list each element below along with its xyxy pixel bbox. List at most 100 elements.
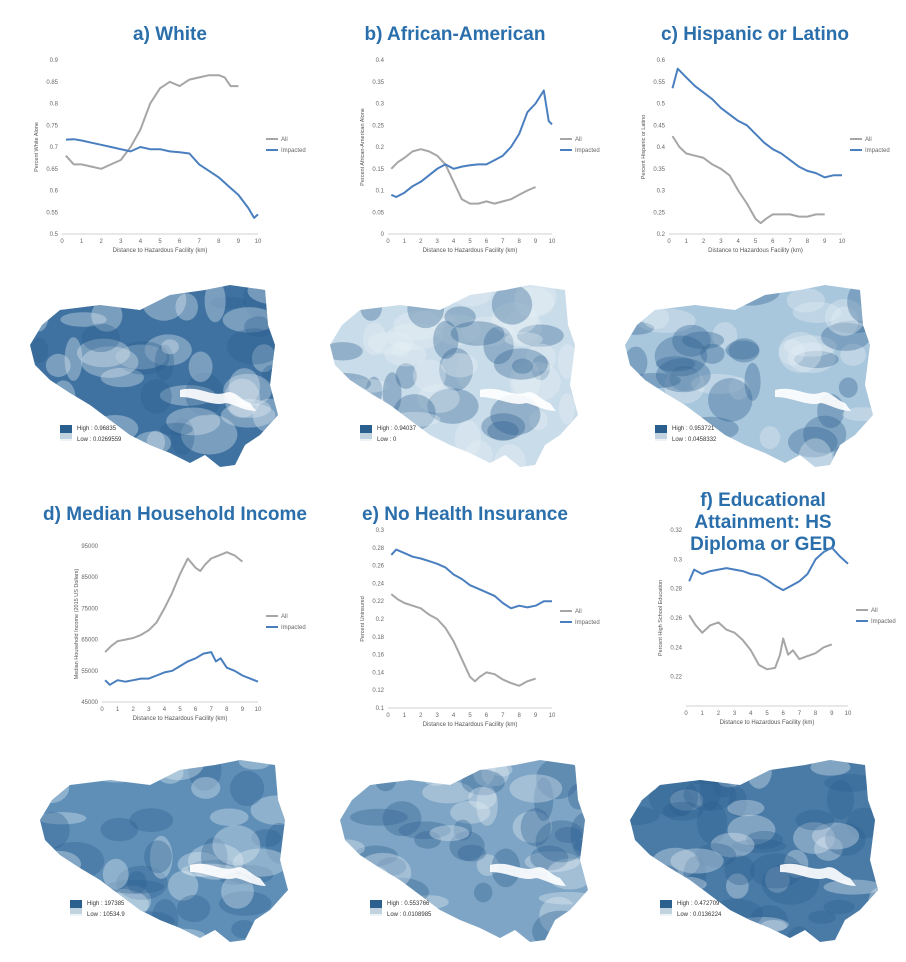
density-patch (735, 916, 789, 933)
density-patch (188, 760, 222, 791)
density-patch (535, 820, 588, 863)
y-axis-label: Percent White Alone (34, 122, 40, 172)
density-patch (60, 312, 107, 327)
y-tick-label: 0.35 (653, 167, 665, 173)
y-tick-label: 0.22 (372, 599, 384, 605)
density-patch (731, 839, 787, 853)
density-patch (433, 320, 459, 360)
density-patch (129, 808, 174, 833)
y-tick-label: 0.18 (372, 635, 384, 641)
x-tick-label: 2 (419, 239, 423, 245)
density-patch (468, 786, 497, 810)
y-tick-label: 0.55 (653, 80, 665, 86)
series-line-all (390, 148, 536, 205)
density-patch (783, 335, 837, 357)
y-tick-label: 0.05 (372, 210, 384, 216)
x-tick-label: 0 (667, 239, 671, 245)
y-tick-label: 0.22 (670, 675, 682, 681)
density-patch (513, 286, 555, 318)
density-patch (671, 918, 696, 942)
y-axis-label: Percent High School Education (658, 580, 664, 656)
x-axis-label: Distance to Hazardous Facility (km) (423, 248, 518, 254)
density-patch (51, 380, 76, 415)
density-patch (449, 831, 485, 861)
x-tick-label: 6 (178, 239, 182, 245)
legend-label: All (575, 137, 582, 143)
x-tick-label: 6 (771, 239, 775, 245)
x-tick-label: 4 (452, 713, 456, 719)
density-patch (726, 873, 749, 899)
density-patch (696, 800, 728, 845)
legend-label: Impacted (871, 619, 896, 625)
y-tick-label: 0.3 (674, 557, 683, 563)
density-patch (374, 767, 397, 792)
density-patch (226, 328, 278, 365)
density-patch (40, 872, 87, 896)
panel-title-hispanic: c) Hispanic or Latino (661, 24, 849, 45)
density-patch (664, 367, 705, 404)
density-patch (690, 373, 745, 395)
density-patch (73, 453, 114, 467)
map-african-american: High : 0.94037 Low : 0 (330, 285, 578, 467)
density-patch (720, 447, 741, 467)
density-patch (387, 411, 441, 427)
density-patch (803, 415, 847, 454)
density-patch (642, 306, 670, 330)
y-tick-label: 0.28 (372, 546, 384, 552)
y-tick-label: 0.3 (376, 102, 385, 108)
density-patch (154, 344, 175, 381)
y-tick-label: 0.24 (670, 645, 682, 651)
y-tick-label: 0.9 (50, 58, 59, 64)
series-line-all (390, 593, 536, 687)
x-tick-label: 5 (468, 713, 472, 719)
density-patch (509, 774, 563, 803)
x-tick-label: 1 (80, 239, 84, 245)
chart-insurance: 0 1 2 3 4 5 6 7 8 9 10 0.1 0.12 0.14 0.16 0.18 0.2 0.22 0.… (360, 528, 600, 728)
y-tick-label: 85000 (81, 575, 98, 581)
density-patch (700, 343, 725, 364)
density-patch (636, 308, 696, 333)
density-patch (672, 324, 711, 357)
ship-channel (490, 863, 566, 886)
density-patch (347, 916, 387, 942)
density-patch (45, 353, 71, 378)
legend-low-label: Low : 0.0458332 (672, 437, 717, 443)
legend-label: Impacted (281, 625, 306, 631)
density-patch (170, 418, 195, 456)
y-tick-label: 0.3 (376, 528, 385, 534)
x-tick-label: 7 (501, 713, 505, 719)
x-tick-label: 1 (116, 707, 120, 713)
series-line-all (104, 551, 244, 653)
density-patch (490, 394, 541, 436)
x-tick-label: 10 (549, 239, 556, 245)
y-tick-label: 0.28 (670, 587, 682, 593)
y-tick-label: 0.26 (670, 616, 682, 622)
x-tick-label: 7 (501, 239, 505, 245)
map-education: High : 0.472709 Low : 0.0136224 (630, 760, 878, 942)
x-tick-label: 0 (386, 239, 390, 245)
x-tick-label: 5 (754, 239, 758, 245)
density-patch (221, 874, 254, 909)
density-patch (457, 844, 486, 862)
density-patch (435, 314, 481, 346)
density-patch (682, 331, 725, 350)
density-patch (514, 285, 557, 316)
density-patch (625, 285, 646, 310)
legend-label: All (871, 608, 878, 614)
density-patch (727, 799, 765, 817)
density-patch (105, 930, 131, 942)
x-tick-label: 10 (839, 239, 846, 245)
density-patch (40, 881, 70, 895)
y-tick-label: 0.1 (376, 706, 385, 712)
ship-channel (775, 388, 851, 411)
x-axis-label: Distance to Hazardous Facility (km) (133, 716, 228, 722)
density-patch (116, 344, 167, 370)
density-patch (680, 441, 733, 460)
series-line-impacted (390, 89, 553, 198)
density-patch (824, 773, 875, 792)
density-patch (827, 780, 855, 820)
density-patch (360, 293, 383, 321)
ship-channel (180, 388, 256, 411)
density-patch (712, 321, 738, 349)
x-tick-label: 3 (436, 713, 440, 719)
